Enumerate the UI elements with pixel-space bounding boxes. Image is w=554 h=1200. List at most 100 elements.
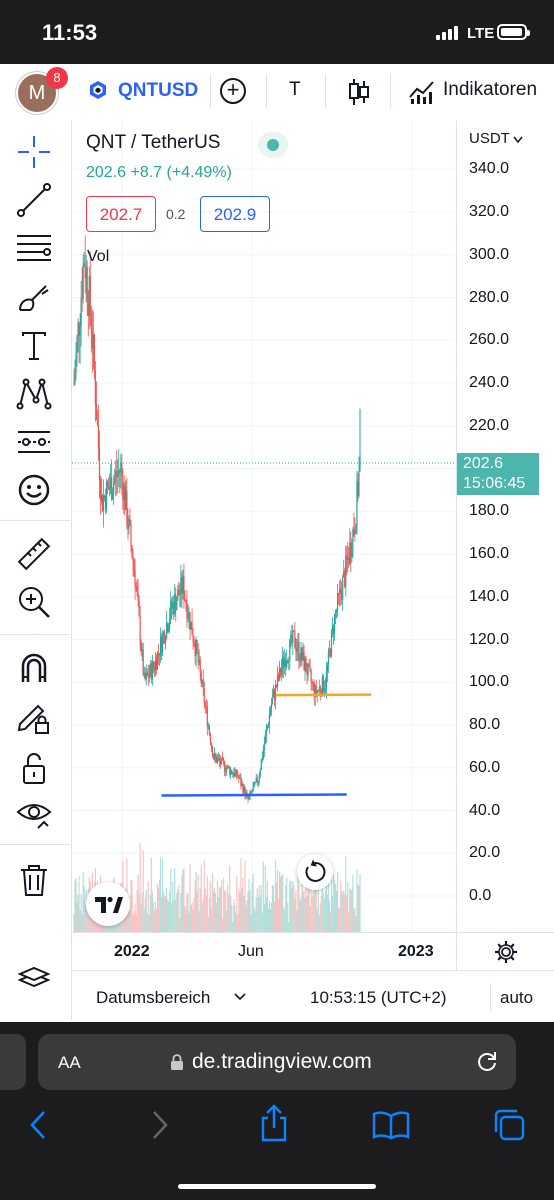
ruler-icon[interactable] xyxy=(16,536,52,572)
reload-icon[interactable] xyxy=(474,1049,500,1075)
time-axis[interactable]: 2022 Jun 2023 xyxy=(72,932,554,971)
candle-body xyxy=(199,659,201,672)
market-status-icon[interactable] xyxy=(258,132,288,158)
currency-label[interactable]: USDT xyxy=(469,130,510,147)
eye-icon[interactable] xyxy=(16,796,52,832)
brush-icon[interactable] xyxy=(16,280,52,316)
legend-symbol-title[interactable]: QNT / TetherUS xyxy=(86,132,221,153)
indicators-button[interactable]: Indikatoren xyxy=(443,79,538,100)
volume-bar xyxy=(283,907,285,932)
volume-bar xyxy=(255,897,257,932)
volume-bar xyxy=(134,903,136,932)
candle-body xyxy=(327,651,330,665)
pattern-icon[interactable] xyxy=(16,376,52,412)
volume-bar xyxy=(218,887,221,932)
tabs-icon[interactable] xyxy=(492,1108,526,1142)
lock-drawing-icon[interactable] xyxy=(16,700,52,736)
candle-body xyxy=(131,545,133,558)
compare-add-icon[interactable]: + xyxy=(220,78,246,104)
magnet-icon[interactable] xyxy=(16,650,52,686)
symbol-search-button[interactable]: QNTUSD xyxy=(118,80,199,101)
candle-body xyxy=(155,659,158,670)
volume-bar xyxy=(224,891,226,932)
share-icon[interactable] xyxy=(258,1104,290,1142)
previous-tab-pill[interactable] xyxy=(0,1034,26,1090)
trash-icon[interactable] xyxy=(16,862,52,898)
volume-bar xyxy=(342,894,344,932)
bookmarks-icon[interactable] xyxy=(372,1110,410,1140)
candle-body xyxy=(358,470,360,496)
candle-body xyxy=(286,661,288,668)
price-tick: 300.0 xyxy=(469,245,510,263)
volume-bar xyxy=(188,912,190,932)
price-axis[interactable]: USDT 340.0 320.0 300.0 280.0 260.0 240.0 220.0… xyxy=(456,120,554,932)
volume-bar xyxy=(330,876,333,932)
volume-bar xyxy=(175,899,177,932)
layers-icon[interactable] xyxy=(16,958,52,994)
volume-bar xyxy=(156,884,159,932)
chart-pane[interactable] xyxy=(72,120,456,932)
candle-body xyxy=(126,490,128,526)
date-range-button[interactable]: Datumsbereich xyxy=(96,988,211,1007)
back-icon[interactable] xyxy=(26,1108,52,1142)
volume-bar xyxy=(140,904,142,932)
candle-body xyxy=(295,647,297,652)
candle-body xyxy=(237,776,239,778)
candle-body xyxy=(149,664,151,675)
text-tool-icon[interactable] xyxy=(16,328,52,364)
volume-legend[interactable]: Vol xyxy=(87,248,110,265)
candle-body xyxy=(93,334,95,371)
volume-bar xyxy=(185,909,187,932)
candle-body xyxy=(294,631,296,648)
status-time: 11:53 xyxy=(42,20,98,45)
fib-retracement-icon[interactable] xyxy=(16,230,52,266)
sell-price-button[interactable]: 202.7 xyxy=(86,196,156,232)
candles-style-icon[interactable] xyxy=(348,77,370,107)
volume-bar xyxy=(202,898,204,932)
prediction-tool-icon[interactable] xyxy=(16,424,52,460)
unlock-icon[interactable] xyxy=(16,750,52,786)
tradingview-logo-icon[interactable] xyxy=(86,882,130,926)
candle-body xyxy=(268,714,271,726)
timezone-clock[interactable]: 10:53:15 (UTC+2) xyxy=(310,988,447,1007)
candle-body xyxy=(202,679,204,689)
buy-price-button[interactable]: 202.9 xyxy=(200,196,270,232)
trend-line-icon[interactable] xyxy=(16,182,52,218)
emoji-icon[interactable] xyxy=(16,472,52,508)
candle-body xyxy=(324,687,326,690)
candle-body xyxy=(194,645,196,656)
candle-body xyxy=(253,782,255,787)
reset-chart-button[interactable] xyxy=(297,854,333,890)
bar-countdown: 15:06:45 xyxy=(463,474,526,492)
top-toolbar: M 8 QNTUSD + T Indikatoren xyxy=(0,64,554,121)
text-size-button[interactable]: AA xyxy=(58,1053,81,1072)
interval-button[interactable]: T xyxy=(289,79,301,100)
last-price-label: 202.6 15:06:45 xyxy=(457,452,539,495)
candle-body xyxy=(355,527,357,534)
candle-body xyxy=(276,675,279,688)
candle-body xyxy=(350,542,352,558)
volume-bar xyxy=(172,881,174,932)
volume-bar xyxy=(264,865,266,932)
settings-gear-icon[interactable] xyxy=(494,940,518,964)
indicators-icon[interactable] xyxy=(408,79,436,105)
candle-body xyxy=(258,775,260,781)
volume-bar xyxy=(138,894,140,932)
candle-body xyxy=(96,419,99,425)
url-text[interactable]: de.tradingview.com xyxy=(192,1050,372,1073)
address-bar[interactable] xyxy=(38,1034,516,1090)
candle-body xyxy=(179,593,181,596)
candle-body xyxy=(135,586,137,588)
forward-icon[interactable] xyxy=(146,1108,172,1142)
price-chart[interactable] xyxy=(72,120,456,932)
candle-body xyxy=(310,671,312,682)
crosshair-icon[interactable] xyxy=(16,134,52,170)
volume-bar xyxy=(325,883,328,932)
candle-body xyxy=(273,690,276,700)
volume-bar xyxy=(246,900,248,932)
zoom-in-icon[interactable] xyxy=(16,584,52,620)
auto-scale-toggle[interactable]: auto xyxy=(500,988,534,1007)
volume-bar xyxy=(215,902,218,932)
volume-bar xyxy=(81,914,83,932)
candle-body xyxy=(106,481,109,486)
